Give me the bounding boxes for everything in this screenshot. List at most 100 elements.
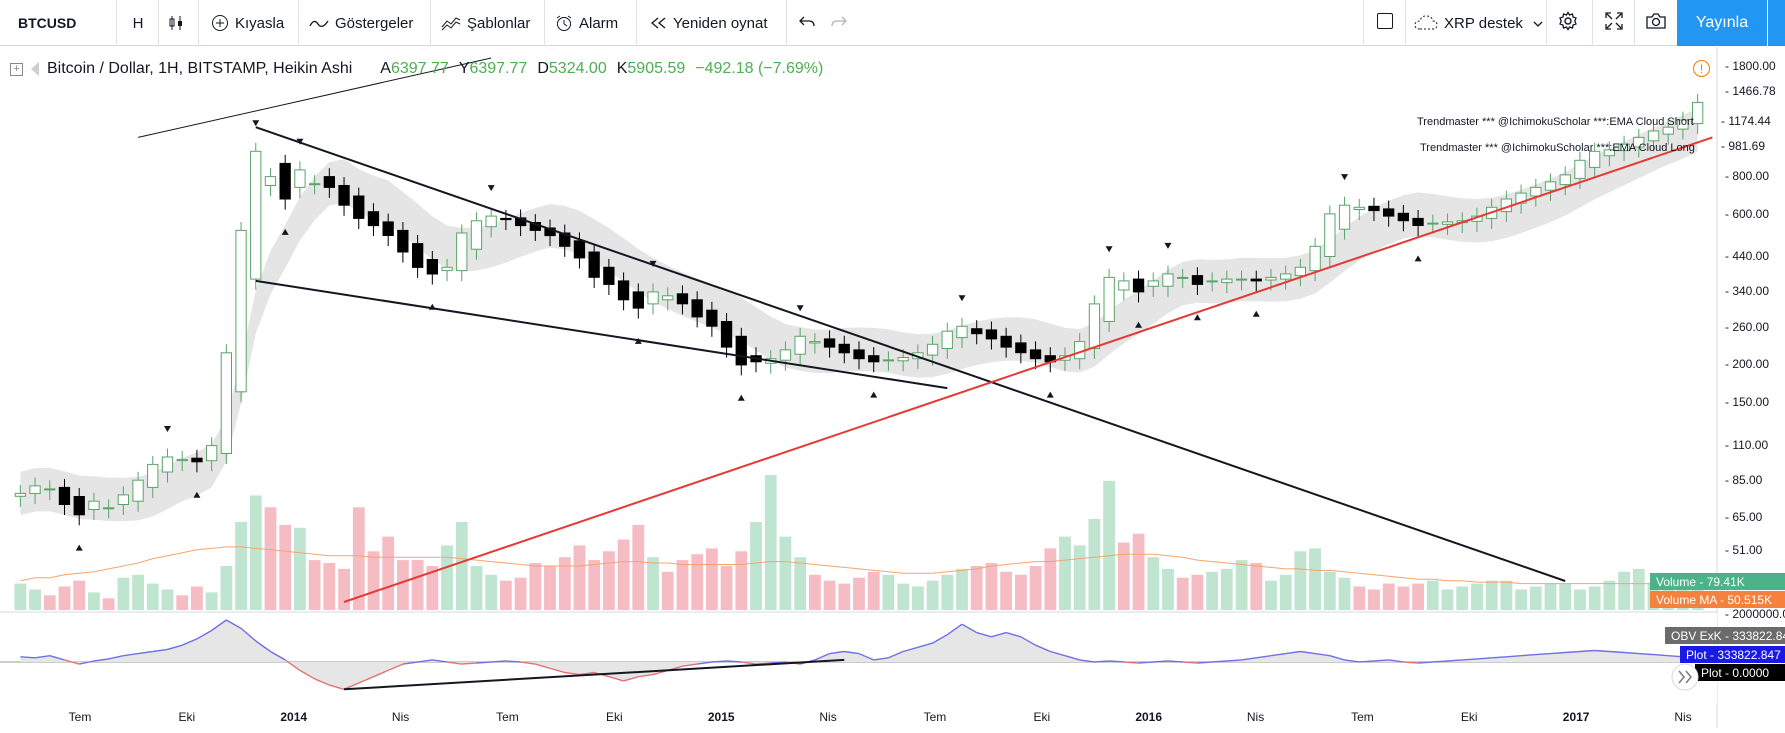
obv-line-segment xyxy=(579,671,595,676)
candle-body xyxy=(603,266,615,285)
candle-body xyxy=(691,299,703,318)
publish-menu-button[interactable] xyxy=(1767,0,1785,46)
ema-cloud-long-label: Trendmaster *** @IchimokuScholar ***:EMA… xyxy=(1420,142,1695,154)
candle-body xyxy=(1677,119,1689,130)
obv-plot-value-tag-text: Plot - 333822.847 xyxy=(1686,648,1781,662)
volume-bar xyxy=(1103,480,1115,610)
candle-body xyxy=(220,352,232,454)
candle-body xyxy=(735,335,747,366)
volume-bar xyxy=(1338,577,1351,610)
candle-body xyxy=(279,162,291,200)
obv-line-segment xyxy=(108,655,124,660)
alert-warning-icon[interactable]: ! xyxy=(1693,60,1710,77)
volume-bar xyxy=(132,574,144,610)
templates-button[interactable]: Şablonlar xyxy=(430,0,540,46)
volume-bar xyxy=(1353,586,1366,610)
saved-drawing-dropdown[interactable]: XRP destek xyxy=(1405,0,1543,46)
y-tick-label: - 65.00 xyxy=(1725,510,1763,524)
volume-bar xyxy=(102,598,115,610)
publish-button[interactable]: Yayınla xyxy=(1677,0,1767,46)
candle-body xyxy=(1353,206,1365,211)
layout-button[interactable] xyxy=(1363,0,1406,46)
obv-line-segment xyxy=(711,660,727,663)
undo-button[interactable] xyxy=(786,0,827,46)
zero-plot-value-tag-bg xyxy=(1695,664,1785,681)
candle-body xyxy=(1088,303,1101,349)
candle-body xyxy=(441,266,453,272)
volume-bar xyxy=(1162,568,1174,610)
redo-button[interactable] xyxy=(822,0,856,46)
obv-line-segment xyxy=(1506,655,1522,658)
scroll-to-realtime-button[interactable] xyxy=(1671,663,1699,691)
volume-bar xyxy=(117,577,130,610)
redo-icon xyxy=(831,15,847,32)
obv-line-segment xyxy=(1432,660,1448,663)
expand-icon[interactable]: + xyxy=(10,62,23,76)
legend-close-value: 5905.59 xyxy=(627,60,686,77)
obv-line-segment xyxy=(1462,658,1477,661)
indicators-label: Göstergeler xyxy=(335,14,414,32)
replay-button[interactable]: Yeniden oynat xyxy=(636,0,786,46)
obv-line-segment xyxy=(564,671,580,676)
candle-body xyxy=(323,176,336,188)
y-tick-label: - 1466.78 xyxy=(1725,84,1776,98)
flag-icon[interactable] xyxy=(31,62,39,76)
volume-bar xyxy=(73,580,86,610)
volume-bar xyxy=(676,560,689,610)
candle-body xyxy=(926,343,939,356)
chart-type-button[interactable] xyxy=(158,0,199,46)
symbol-search[interactable]: BTCUSD xyxy=(0,0,116,46)
obv-line-segment xyxy=(358,676,374,684)
fullscreen-icon xyxy=(1605,12,1623,34)
candle-body xyxy=(985,329,998,340)
volume-bar xyxy=(1382,583,1395,610)
candle-body xyxy=(588,251,600,278)
alarm-button[interactable]: Alarm xyxy=(544,0,634,46)
volume-bar xyxy=(970,566,983,610)
pivot-low-marker xyxy=(737,394,745,401)
obv-line-segment xyxy=(299,669,315,680)
pivot-low-marker xyxy=(1046,391,1054,398)
fullscreen-button[interactable] xyxy=(1592,0,1635,46)
candle-body xyxy=(309,183,321,186)
interval-button[interactable]: H xyxy=(116,0,159,46)
chart-canvas[interactable]: Tem Eki 2014 Nis Tem Eki 2015 Nis Tem Eki 2016 Nis T… xyxy=(0,47,1785,728)
settings-button[interactable] xyxy=(1546,0,1589,46)
candle-body xyxy=(1132,278,1145,293)
obv-line-segment xyxy=(35,655,50,659)
volume-bar xyxy=(838,583,851,610)
rising-support-line xyxy=(343,136,1713,603)
obv-line-segment xyxy=(1300,650,1316,655)
obv-line-segment xyxy=(1565,650,1580,654)
camera-icon xyxy=(1645,12,1667,34)
y-tick-label: - 600.00 xyxy=(1725,207,1769,221)
pivot-low-marker xyxy=(1414,255,1422,262)
pivot-low-marker xyxy=(281,228,289,235)
obv-line-segment xyxy=(446,661,462,665)
legend-high-label: Y xyxy=(458,60,470,77)
ema-cloud-band xyxy=(20,108,1698,522)
candle-body xyxy=(294,169,306,188)
obv-line-segment xyxy=(1344,659,1360,663)
snapshot-button[interactable] xyxy=(1634,0,1677,46)
volume-bar xyxy=(235,522,247,610)
compare-button[interactable]: Kıyasla xyxy=(198,0,286,46)
candle-body xyxy=(1530,186,1542,197)
indicators-button[interactable]: Göstergeler xyxy=(298,0,428,46)
y-tick-label: - 85.00 xyxy=(1725,473,1763,487)
legend-close-label: K xyxy=(616,60,628,77)
obv-line-segment xyxy=(976,631,992,638)
candle-body xyxy=(706,309,718,327)
volume-bar xyxy=(867,571,880,610)
obv-line-segment xyxy=(373,669,389,678)
y-tick-label: - 51.00 xyxy=(1725,543,1763,557)
obv-line-segment xyxy=(1064,655,1080,661)
obv-line-segment xyxy=(64,659,80,665)
chart-area[interactable]: Tem Eki 2014 Nis Tem Eki 2015 Nis Tem Eki 2016 Nis T… xyxy=(0,47,1785,728)
candle-body xyxy=(1544,181,1557,191)
obv-line-segment xyxy=(961,623,978,634)
candle-body xyxy=(1368,205,1380,212)
volume-bar xyxy=(750,522,762,610)
volume-bar xyxy=(661,571,674,610)
obv-line-segment xyxy=(255,640,271,653)
